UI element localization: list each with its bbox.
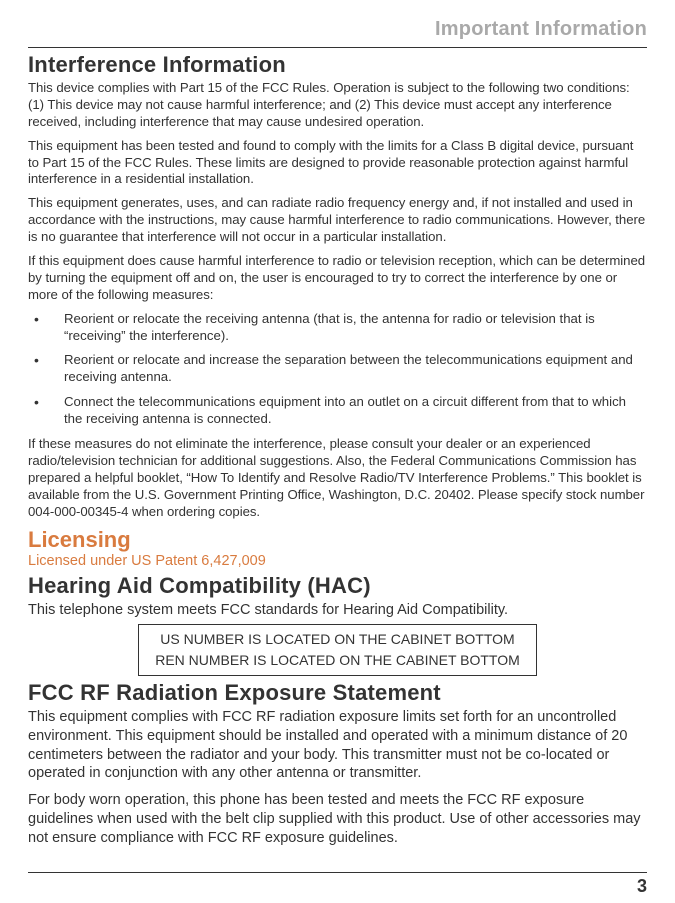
interference-bullet-list: Reorient or relocate the receiving anten… <box>28 311 647 428</box>
hac-p1: This telephone system meets FCC standard… <box>28 601 647 620</box>
interference-p3: This equipment generates, uses, and can … <box>28 195 647 246</box>
page-number: 3 <box>637 876 647 897</box>
heading-fcc-rf: FCC RF Radiation Exposure Statement <box>28 680 647 706</box>
licensing-patent: Licensed under US Patent 6,427,009 <box>28 553 647 569</box>
cabinet-info-box: US NUMBER IS LOCATED ON THE CABINET BOTT… <box>138 624 537 676</box>
cabinet-us-number: US NUMBER IS LOCATED ON THE CABINET BOTT… <box>155 629 520 649</box>
interference-p4: If this equipment does cause harmful int… <box>28 253 647 304</box>
fcc-p1: This equipment complies with FCC RF radi… <box>28 708 647 783</box>
page-header-title: Important Information <box>28 18 647 48</box>
cabinet-ren-number: REN NUMBER IS LOCATED ON THE CABINET BOT… <box>155 650 520 670</box>
footer-rule <box>28 872 647 873</box>
interference-bullet-1: Reorient or relocate the receiving anten… <box>28 311 647 345</box>
heading-licensing: Licensing <box>28 527 647 553</box>
heading-interference: Interference Information <box>28 52 647 78</box>
heading-hac: Hearing Aid Compatibility (HAC) <box>28 573 647 599</box>
interference-bullet-2: Reorient or relocate and increase the se… <box>28 352 647 386</box>
interference-p2: This equipment has been tested and found… <box>28 138 647 189</box>
interference-bullet-3: Connect the telecommunications equipment… <box>28 394 647 428</box>
interference-p1: This device complies with Part 15 of the… <box>28 80 647 131</box>
fcc-p2: For body worn operation, this phone has … <box>28 791 647 848</box>
interference-p5: If these measures do not eliminate the i… <box>28 436 647 520</box>
